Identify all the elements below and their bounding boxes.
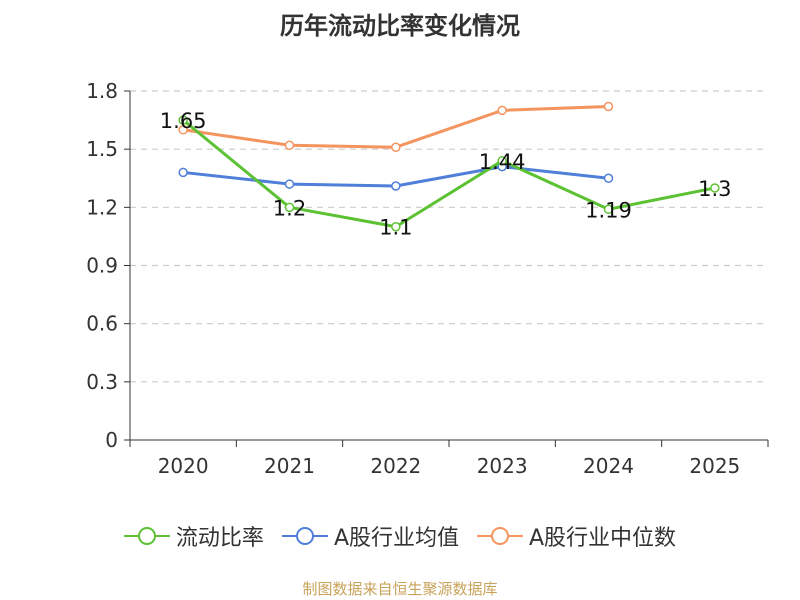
data-point[interactable] [178, 115, 188, 125]
x-tick-label: 2023 [477, 454, 528, 478]
data-point[interactable] [391, 181, 401, 191]
chart-title: 历年流动比率变化情况 [280, 12, 520, 40]
legend-item-industry-median[interactable]: A股行业中位数 [477, 520, 676, 552]
data-point[interactable] [603, 173, 614, 183]
y-tick-label: 1.8 [86, 79, 118, 103]
legend-marker-industry-median [477, 527, 523, 545]
data-point[interactable] [710, 183, 720, 193]
data-label: 1.1 [379, 216, 412, 240]
data-point[interactable] [497, 156, 507, 166]
data-point[interactable] [178, 167, 188, 178]
data-point[interactable] [391, 221, 401, 232]
data-point[interactable] [391, 142, 401, 152]
x-tick-label: 2024 [583, 454, 634, 478]
x-tick-label: 2025 [689, 454, 740, 478]
y-tick-label: 0 [105, 428, 118, 452]
y-tick-label: 1.5 [86, 137, 118, 161]
y-tick-label: 0.9 [86, 254, 118, 278]
series-line-2 [182, 105, 609, 149]
data-label: 1.3 [698, 177, 731, 201]
data-point[interactable] [603, 101, 614, 112]
data-source-note: 制图数据来自恒生聚源数据库 [302, 580, 498, 598]
data-point[interactable] [284, 179, 295, 189]
legend-item-industry-mean[interactable]: A股行业均值 [281, 520, 459, 552]
y-tick-label: 0.3 [86, 370, 118, 394]
x-tick-label: 2021 [264, 454, 315, 478]
legend-label-current-ratio: 流动比率 [175, 526, 264, 551]
data-point[interactable] [284, 202, 295, 213]
data-label: 1.65 [160, 109, 207, 133]
legend-marker-industry-mean [281, 527, 328, 545]
data-point[interactable] [178, 125, 188, 135]
y-tick-label: 1.2 [86, 195, 118, 219]
x-tick-label: 2020 [158, 454, 209, 478]
y-tick-label: 0.6 [86, 312, 118, 336]
data-point[interactable] [603, 204, 614, 215]
data-point[interactable] [497, 105, 507, 116]
legend-label-industry-median: A股行业中位数 [529, 526, 677, 551]
x-tick-label: 2022 [370, 454, 421, 478]
chart-legend: 流动比率 A股行业均值 A股行业中位数 [0, 518, 800, 554]
series-line-0 [182, 118, 716, 229]
legend-item-current-ratio[interactable]: 流动比率 [123, 520, 264, 552]
data-label: 1.44 [479, 150, 526, 174]
legend-label-industry-mean: A股行业均值 [333, 526, 459, 551]
data-label: 1.19 [585, 198, 632, 222]
data-point[interactable] [284, 140, 295, 151]
data-label: 1.2 [273, 196, 306, 220]
legend-marker-current-ratio [123, 527, 170, 545]
